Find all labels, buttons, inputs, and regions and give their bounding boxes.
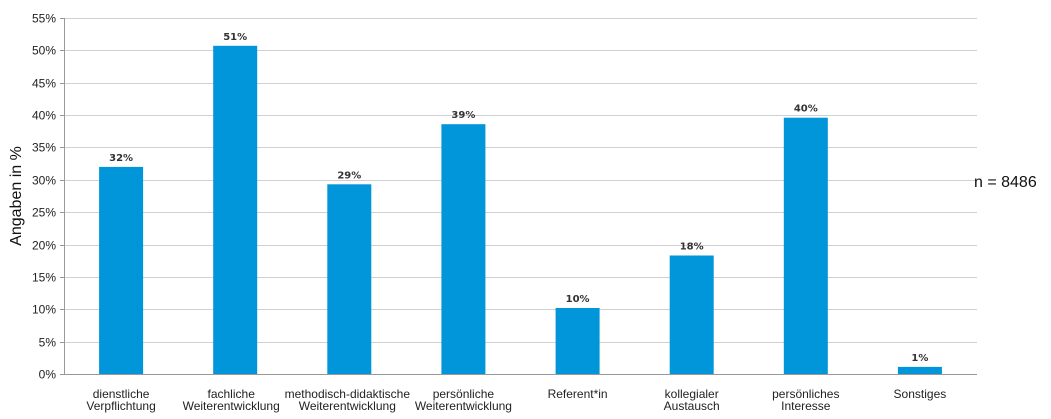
bar: [783, 117, 828, 374]
x-category-label: persönliches Interesse: [772, 387, 839, 413]
x-category-label-line: methodisch-didaktische: [285, 387, 411, 401]
bars: [99, 45, 942, 375]
x-category-label-line: Verpflichtung: [86, 399, 155, 413]
data-label: 29%: [337, 170, 361, 181]
x-category-label-line: Weiterentwicklung: [415, 399, 512, 413]
bar: [327, 184, 372, 374]
data-label: 18%: [680, 242, 704, 253]
y-tick-label: 35%: [32, 141, 56, 155]
y-tick-label: 30%: [32, 174, 56, 188]
y-tick-label: 20%: [32, 239, 56, 253]
sample-size-annotation: n = 8486: [974, 174, 1037, 191]
x-category-label: Referent*in: [548, 387, 608, 401]
x-category-label: dienstliche Verpflichtung: [86, 387, 155, 413]
bar: [669, 255, 714, 374]
data-label: 32%: [109, 153, 133, 164]
x-category-label: methodisch-didaktische Weiterentwicklung: [285, 387, 411, 413]
y-tick-label: 55%: [32, 12, 56, 26]
x-category-label-line: persönliches: [772, 387, 839, 401]
y-axis-ticks: 0% 5% 10% 15% 20% 25% 30% 35% 40% 45% 50% 55%: [32, 12, 56, 382]
x-category-label-line: Weiterentwicklung: [183, 399, 280, 413]
x-category-label-line: kollegialer: [665, 387, 719, 401]
data-label: 39%: [451, 110, 475, 121]
x-category-label: persönliche Weiterentwicklung: [415, 387, 512, 413]
x-category-label-line: dienstliche: [93, 387, 150, 401]
bar: [99, 166, 144, 374]
y-tick-label: 25%: [32, 206, 56, 220]
x-category-label: fachliche Weiterentwicklung: [183, 387, 280, 413]
y-axis-label: Angaben in %: [8, 146, 25, 246]
x-category-label-line: Interesse: [781, 399, 831, 413]
y-tick-label: 10%: [32, 303, 56, 317]
x-category-label-line: Weiterentwicklung: [299, 399, 396, 413]
y-tick-label: 5%: [39, 336, 57, 350]
grid-lines: [60, 18, 977, 375]
bar: [897, 366, 942, 374]
y-tick-label: 45%: [32, 77, 56, 91]
data-label: 40%: [794, 104, 818, 115]
x-category-label-line: Austausch: [664, 399, 720, 413]
x-category-label: kollegialer Austausch: [664, 387, 720, 413]
x-category-label-line: persönliche: [433, 387, 495, 401]
x-category-label: Sonstiges: [894, 387, 947, 401]
bar: [213, 45, 258, 375]
x-category-label-line: Sonstiges: [894, 387, 947, 401]
x-category-label-line: fachliche: [208, 387, 256, 401]
data-labels: 32% 51% 29% 39% 10% 18% 40% 1%: [109, 32, 928, 364]
data-label: 10%: [566, 294, 590, 305]
bar: [555, 308, 600, 374]
data-label: 1%: [911, 353, 928, 364]
y-tick-label: 50%: [32, 44, 56, 58]
y-tick-label: 40%: [32, 109, 56, 123]
data-label: 51%: [223, 32, 247, 43]
y-tick-label: 15%: [32, 271, 56, 285]
bar: [441, 124, 486, 374]
y-tick-label: 0%: [39, 368, 57, 382]
x-category-label-line: Referent*in: [548, 387, 608, 401]
